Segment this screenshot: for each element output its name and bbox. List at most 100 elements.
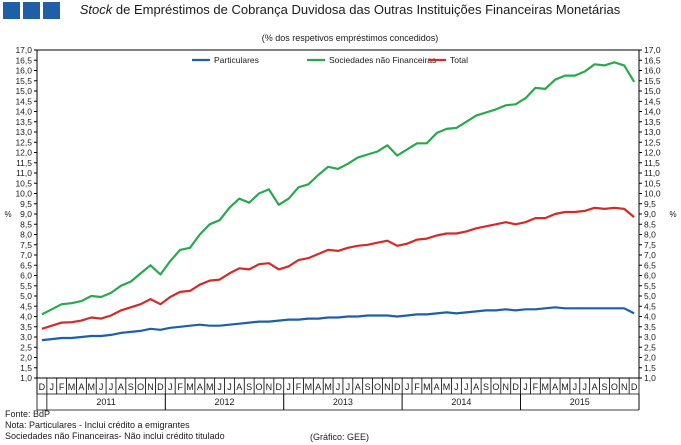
y-tick-label-left: 4,5 (20, 301, 32, 311)
y-tick-label-left: 6,5 (20, 260, 32, 270)
y-tick-label-left: 10,5 (15, 178, 32, 188)
x-tick-label-month: D (39, 382, 46, 392)
y-tick-label-left: 17,0 (15, 45, 32, 55)
plot-area (36, 49, 640, 379)
y-tick-label-left: 13,0 (15, 127, 32, 137)
x-tick-label-month: O (137, 382, 144, 392)
y-tick-label-right: 10,5 (644, 178, 661, 188)
y-tick-label-right: 3,0 (644, 332, 656, 342)
x-tick-label-month: A (197, 382, 203, 392)
x-tick-label-month: N (147, 382, 154, 392)
chart-title-rest: de Empréstimos de Cobrança Duvidosa das … (112, 2, 621, 17)
y-tick-label-left: 14,5 (15, 96, 32, 106)
x-tick-label-month: A (78, 382, 84, 392)
x-tick-label-month: M (541, 382, 549, 392)
x-tick-label-month: D (512, 382, 519, 392)
y-axis-label-left: % (4, 210, 11, 219)
y-tick-label-right: 8,5 (644, 219, 656, 229)
y-tick-label-right: 2,0 (644, 353, 656, 363)
x-tick-label-month: A (552, 382, 558, 392)
x-tick-label-month: D (394, 382, 401, 392)
x-tick-label-month: J (99, 382, 104, 392)
y-tick-label-right: 13,5 (644, 117, 661, 127)
y-axis-label-right: % (669, 210, 676, 219)
chart-credit: (Gráfico: GEE) (310, 432, 370, 442)
x-tick-label-month: S (128, 382, 134, 392)
x-tick-label-month: S (246, 382, 252, 392)
y-tick-label-left: 3,5 (20, 322, 32, 332)
y-tick-label-right: 10,0 (644, 189, 661, 199)
y-tick-label-right: 9,5 (644, 199, 656, 209)
footer-note: Nota: Particulares - Inclui crédito a em… (5, 420, 190, 430)
x-tick-label-month: A (355, 382, 361, 392)
y-tick-label-left: 9,0 (20, 209, 32, 219)
x-tick-label-month: M (186, 382, 194, 392)
y-tick-label-left: 12,0 (15, 148, 32, 158)
y-tick-label-right: 13,0 (644, 127, 661, 137)
y-tick-label-left: 2,5 (20, 342, 32, 352)
x-tick-label-month: O (611, 382, 618, 392)
y-tick-label-left: 10,0 (15, 189, 32, 199)
y-tick-label-right: 5,5 (644, 281, 656, 291)
x-tick-label-month: A (592, 382, 598, 392)
x-tick-label-month: O (374, 382, 381, 392)
x-tick-label-month: D (276, 382, 283, 392)
y-tick-label-right: 7,0 (644, 250, 656, 260)
y-tick-label-right: 14,0 (644, 107, 661, 117)
y-tick-label-left: 7,5 (20, 240, 32, 250)
x-tick-label-month: J (286, 382, 291, 392)
y-tick-label-right: 12,0 (644, 148, 661, 158)
x-tick-label-month: O (256, 382, 263, 392)
x-tick-label-month: J (405, 382, 410, 392)
y-tick-label-right: 2,5 (644, 342, 656, 352)
footer-note-2: Sociedades não Financeiras- Não inclui c… (5, 431, 225, 441)
y-tick-label-right: 1,5 (644, 363, 656, 373)
y-tick-label-left: 16,0 (15, 66, 32, 76)
series-line-sociedades-nao-financeiras (41, 61, 636, 316)
x-tick-label-month: F (414, 382, 420, 392)
y-tick-label-left: 9,5 (20, 199, 32, 209)
y-tick-label-left: 1,5 (20, 363, 32, 373)
x-tick-label-month: M (88, 382, 96, 392)
y-tick-label-left: 6,0 (20, 271, 32, 281)
x-tick-label-month: F (59, 382, 65, 392)
x-tick-label-month: A (434, 382, 440, 392)
y-tick-label-right: 11,0 (644, 168, 660, 178)
y-tick-label-left: 3,0 (20, 332, 32, 342)
logo-square-3 (43, 2, 60, 19)
y-tick-label-right: 5,0 (644, 291, 656, 301)
y-tick-label-right: 1,0 (644, 373, 656, 383)
y-tick-label-left: 4,0 (20, 312, 32, 322)
y-tick-label-right: 16,0 (644, 66, 661, 76)
chart-title: Stock de Empréstimos de Cobrança Duvidos… (60, 2, 640, 17)
x-tick-label-month: J (50, 382, 55, 392)
y-tick-label-right: 6,0 (644, 271, 656, 281)
x-tick-label-month: F (177, 382, 183, 392)
y-tick-label-left: 13,5 (15, 117, 32, 127)
x-tick-label-month: A (473, 382, 479, 392)
y-tick-label-right: 6,5 (644, 260, 656, 270)
y-tick-label-right: 9,0 (644, 209, 656, 219)
x-tick-label-month: S (601, 382, 607, 392)
x-tick-label-month: M (443, 382, 451, 392)
x-tick-label-month: J (168, 382, 173, 392)
y-tick-label-left: 14,0 (15, 107, 32, 117)
x-tick-label-month: A (236, 382, 242, 392)
x-tick-label-month: J (582, 382, 587, 392)
x-tick-label-month: J (454, 382, 459, 392)
x-tick-label-month: M (68, 382, 76, 392)
y-tick-label-right: 16,5 (644, 55, 661, 65)
y-tick-label-left: 8,0 (20, 230, 32, 240)
x-tick-label-month: M (206, 382, 214, 392)
x-tick-label-month: D (157, 382, 164, 392)
x-tick-label-month: J (217, 382, 222, 392)
y-tick-label-left: 5,0 (20, 291, 32, 301)
x-tick-label-month: J (336, 382, 341, 392)
x-tick-label-month: A (118, 382, 124, 392)
series-line-total (41, 206, 635, 330)
y-tick-label-left: 2,0 (20, 353, 32, 363)
logo-square-2 (23, 2, 40, 19)
y-tick-label-left: 11,5 (16, 158, 32, 168)
y-tick-label-right: 15,5 (644, 76, 661, 86)
series-line-particulares (41, 306, 635, 342)
